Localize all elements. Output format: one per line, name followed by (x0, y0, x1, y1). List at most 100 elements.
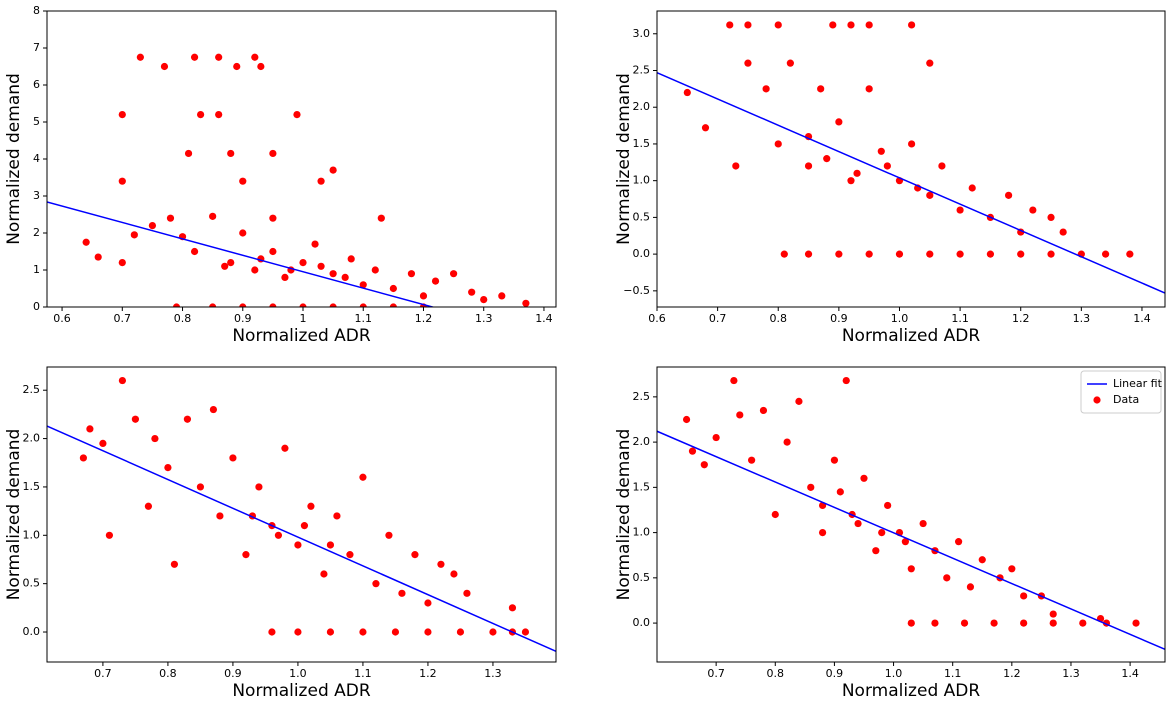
x-tick-label: 1.0 (885, 667, 903, 680)
data-point (926, 59, 934, 67)
data-point (398, 589, 406, 597)
data-point (853, 169, 861, 177)
data-point (411, 551, 419, 559)
data-point (385, 531, 393, 539)
data-point (227, 259, 235, 267)
y-tick-label: 3.0 (633, 27, 651, 40)
data-point (94, 253, 102, 261)
data-point (480, 296, 488, 304)
data-point (307, 502, 315, 510)
data-point (807, 483, 815, 491)
x-tick-label: 0.9 (830, 312, 848, 325)
data-point (884, 501, 892, 510)
data-point (326, 541, 335, 549)
y-tick-label: 2.0 (23, 432, 41, 445)
data-point (215, 53, 223, 61)
data-point (164, 463, 172, 472)
data-point (780, 250, 788, 258)
data-point (463, 589, 471, 597)
data-point (726, 21, 734, 29)
data-point (239, 177, 247, 185)
y-tick-label: 3 (33, 189, 40, 202)
x-tick-label: 0.9 (826, 667, 844, 680)
data-point (233, 62, 241, 71)
data-point (712, 433, 720, 442)
data-point (804, 162, 813, 170)
data-point (118, 376, 127, 385)
data-point (865, 85, 873, 93)
data-point (450, 570, 458, 578)
x-tick-label: 1.1 (944, 667, 962, 680)
axes-frame (656, 10, 1166, 308)
axes-frame (656, 366, 1166, 663)
data-point (294, 628, 302, 636)
data-point (424, 628, 432, 636)
data-point (130, 231, 138, 239)
x-tick-label: 1.4 (535, 312, 553, 325)
data-point (329, 303, 337, 307)
y-tick-label: 2.5 (633, 63, 651, 76)
y-tick-label: 2 (33, 226, 40, 239)
data-point (333, 512, 341, 520)
data-point (281, 273, 289, 281)
data-point (257, 62, 265, 71)
data-point (255, 483, 263, 491)
data-point (730, 376, 738, 385)
y-tick-label: −0.5 (623, 284, 650, 297)
x-tick-label: 0.8 (767, 667, 785, 680)
data-point (372, 580, 380, 588)
data-point (300, 522, 309, 530)
y-tick-label: 0.0 (633, 247, 651, 260)
y-axis-label: Normalized demand (4, 429, 24, 601)
data-point (847, 177, 855, 185)
data-point (498, 292, 506, 300)
data-point (131, 415, 140, 423)
data-point (359, 303, 367, 307)
data-point (878, 528, 886, 537)
data-point (389, 303, 397, 307)
data-point (968, 184, 976, 192)
data-point (268, 628, 276, 636)
data-point (346, 551, 354, 559)
data-point (883, 162, 891, 170)
x-tick-label: 1.3 (1073, 312, 1091, 325)
x-tick-label: 0.6 (648, 312, 666, 325)
data-point (1008, 565, 1016, 573)
data-point (449, 270, 458, 278)
fit-line (657, 430, 1165, 651)
data-point (299, 259, 307, 267)
data-point (160, 62, 169, 71)
data-point (774, 21, 782, 29)
data-point (221, 262, 229, 270)
x-tick-label: 1.2 (415, 312, 433, 325)
data-point (79, 454, 88, 462)
data-point (99, 439, 107, 448)
data-point (986, 250, 995, 258)
x-tick-label: 1.1 (951, 312, 969, 325)
data-point (744, 21, 752, 29)
subplot: 0.7 0.8 0.9 1.0 1.1 1.2 1.3 0.0 0.5 1.0 1.5 2.0 2.5 N… (4, 366, 557, 701)
data-point (1004, 191, 1013, 199)
subplot: 0.6 0.7 0.8 0.9 1 1.1 1.2 1.3 1.4 0 1 2 3 4 5 6 7 8 Normal… (4, 4, 557, 346)
data-point (908, 21, 916, 29)
data-point (172, 303, 181, 307)
data-point (431, 277, 440, 285)
data-point (105, 531, 114, 539)
data-point (251, 266, 259, 274)
x-tick-label: 1.0 (891, 312, 909, 325)
data-point (269, 247, 277, 256)
legend-box (1080, 370, 1162, 414)
data-point (907, 619, 915, 627)
data-point (1101, 250, 1110, 258)
data-point (508, 604, 517, 612)
data-point (748, 456, 756, 464)
axes-frame (46, 366, 557, 663)
data-point (1079, 619, 1087, 627)
x-axis-label: Normalized ADR (232, 681, 371, 701)
data-point (818, 528, 827, 537)
data-point (701, 124, 710, 132)
y-tick-label: 1 (33, 263, 40, 276)
data-point (151, 434, 159, 443)
plot-area (47, 367, 556, 662)
x-axis-label: Normalized ADR (232, 326, 371, 346)
